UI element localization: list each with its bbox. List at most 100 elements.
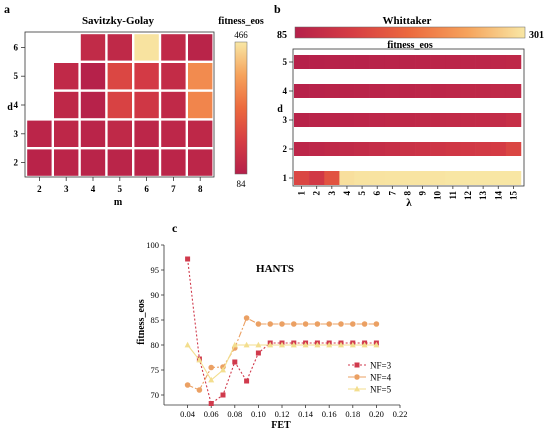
y-tick-label: 2 bbox=[283, 144, 288, 154]
heatmap-cell-d4-l7 bbox=[384, 84, 401, 98]
panel-b-xlabel: λ bbox=[406, 197, 412, 209]
y-tick-label: 5 bbox=[283, 57, 288, 67]
panel-a: a Savitzky-Golay 2 3 4 5 6 7 8 2 3 4 5 6 m d fitne… bbox=[4, 2, 264, 208]
x-tick-label: 12 bbox=[463, 191, 473, 201]
legend-label: NF=4 bbox=[370, 373, 392, 383]
heatmap-cell-d2-l15 bbox=[505, 142, 522, 156]
x-tick-label: 6 bbox=[372, 191, 382, 196]
data-point bbox=[338, 321, 344, 327]
heatmap-cell-d4-l8 bbox=[399, 84, 416, 98]
heatmap-cell-d1-l7 bbox=[384, 171, 401, 185]
heatmap-cell-d2-l13 bbox=[475, 142, 491, 156]
x-tick-label: 15 bbox=[508, 191, 518, 201]
series-line bbox=[187, 317, 377, 391]
panel-b-colorbar-title: fitness_eos bbox=[387, 40, 433, 51]
heatmap-cell-m5-d3 bbox=[107, 120, 132, 147]
panel-c-ylabel: fitness_eos bbox=[136, 299, 147, 345]
heatmap-cell-d2-l8 bbox=[399, 142, 416, 156]
data-point bbox=[196, 356, 203, 363]
data-point bbox=[185, 256, 191, 262]
panel-b-y-ticks: 1 2 3 4 5 bbox=[283, 57, 293, 183]
heatmap-cell-m6-d3 bbox=[134, 120, 159, 147]
panel-a-ylabel: d bbox=[7, 102, 13, 113]
data-point bbox=[208, 376, 215, 383]
heatmap-cell-d5-l7 bbox=[384, 55, 401, 69]
heatmap-cell-d5-l1 bbox=[294, 55, 310, 69]
heatmap-cell-d1-l9 bbox=[415, 171, 431, 185]
data-point bbox=[291, 321, 297, 327]
legend-label: NF=5 bbox=[370, 385, 392, 395]
data-point bbox=[220, 392, 226, 398]
x-tick-label: 4 bbox=[342, 191, 352, 196]
heatmap-cell-m5-d5 bbox=[107, 63, 132, 90]
x-tick-label: 10 bbox=[433, 191, 443, 201]
heatmap-cell-m8-d5 bbox=[188, 63, 213, 90]
y-tick-label: 4 bbox=[283, 86, 288, 96]
heatmap-cell-d2-l5 bbox=[354, 142, 370, 156]
panel-a-colorbar-title: fitness_eos bbox=[218, 16, 264, 27]
heatmap-cell-d3-l14 bbox=[490, 113, 507, 127]
data-point bbox=[350, 321, 356, 327]
heatmap-cell-d3-l2 bbox=[309, 113, 325, 127]
heatmap-cell-d1-l5 bbox=[354, 171, 370, 185]
panel-a-colorbar bbox=[234, 41, 248, 175]
y-tick-label: 80 bbox=[151, 340, 160, 350]
heatmap-cell-d5-l13 bbox=[475, 55, 491, 69]
heatmap-cell-d3-l13 bbox=[475, 113, 491, 127]
heatmap-cell-m5-d6 bbox=[107, 34, 132, 61]
heatmap-cell-d1-l1 bbox=[294, 171, 310, 185]
heatmap-cell-d3-l9 bbox=[415, 113, 431, 127]
heatmap-cell-d1-l4 bbox=[339, 171, 355, 185]
panel-b-frame bbox=[292, 48, 525, 187]
x-tick-label: 2 bbox=[37, 184, 42, 194]
x-tick-label: 7 bbox=[171, 184, 176, 194]
heatmap-cell-d3-l12 bbox=[460, 113, 476, 127]
x-tick-label: 0.22 bbox=[393, 409, 408, 419]
heatmap-cell-m3-d2 bbox=[54, 149, 79, 176]
heatmap-cell-d3-l1 bbox=[294, 113, 310, 127]
heatmap-cell-d5-l5 bbox=[354, 55, 370, 69]
heatmap-cell-d3-l11 bbox=[445, 113, 461, 127]
data-point bbox=[255, 341, 262, 348]
heatmap-cell-d3-l4 bbox=[339, 113, 355, 127]
heatmap-cell-d1-l6 bbox=[369, 171, 386, 185]
heatmap-cell-d4-l11 bbox=[445, 84, 461, 98]
y-tick-label: 70 bbox=[151, 390, 160, 400]
data-point bbox=[290, 341, 297, 348]
data-point bbox=[267, 321, 274, 327]
heatmap-cell-d5-l12 bbox=[460, 55, 476, 69]
heatmap-cell-m2-d2 bbox=[27, 149, 52, 176]
data-point bbox=[338, 341, 344, 348]
heatmap-cell-m3-d4 bbox=[54, 91, 79, 119]
y-tick-label: 75 bbox=[151, 365, 160, 375]
panel-a-x-ticks: 2 3 4 5 6 7 8 bbox=[37, 177, 203, 194]
heatmap-cell-m6-d6 bbox=[134, 34, 159, 61]
series-nf-5 bbox=[184, 341, 380, 383]
data-point bbox=[326, 321, 333, 327]
x-tick-label: 0.20 bbox=[369, 409, 384, 419]
panel-b-x-ticks: 1 2 3 4 5 6 7 8 9 10 11 12 13 14 15 bbox=[297, 186, 518, 201]
heatmap-cell-d5-l3 bbox=[324, 55, 340, 69]
panel-c-xlabel: FET bbox=[271, 420, 291, 431]
heatmap-cell-d4-l5 bbox=[354, 84, 370, 98]
data-point bbox=[255, 350, 261, 356]
data-point bbox=[208, 364, 214, 371]
data-point bbox=[196, 387, 203, 393]
heatmap-cell-m7-d5 bbox=[161, 63, 186, 90]
panel-c-axes: 0.04 0.06 0.08 0.10 0.12 0.14 0.16 0.18 0.20 0.22… bbox=[146, 240, 407, 419]
heatmap-cell-d2-l10 bbox=[430, 142, 446, 156]
heatmap-cell-m6-d4 bbox=[134, 91, 159, 119]
data-point bbox=[244, 378, 250, 384]
heatmap-cell-m3-d5 bbox=[54, 63, 79, 90]
x-tick-label: 0.06 bbox=[204, 409, 219, 419]
heatmap-cell-m4-d3 bbox=[80, 120, 106, 147]
x-tick-label: 5 bbox=[357, 191, 367, 196]
data-point bbox=[243, 315, 250, 321]
heatmap-cell-d5-l8 bbox=[399, 55, 416, 69]
x-tick-label: 1 bbox=[297, 191, 307, 196]
y-tick-label: 2 bbox=[14, 158, 19, 168]
data-point bbox=[326, 341, 333, 348]
x-tick-label: 6 bbox=[144, 184, 149, 194]
